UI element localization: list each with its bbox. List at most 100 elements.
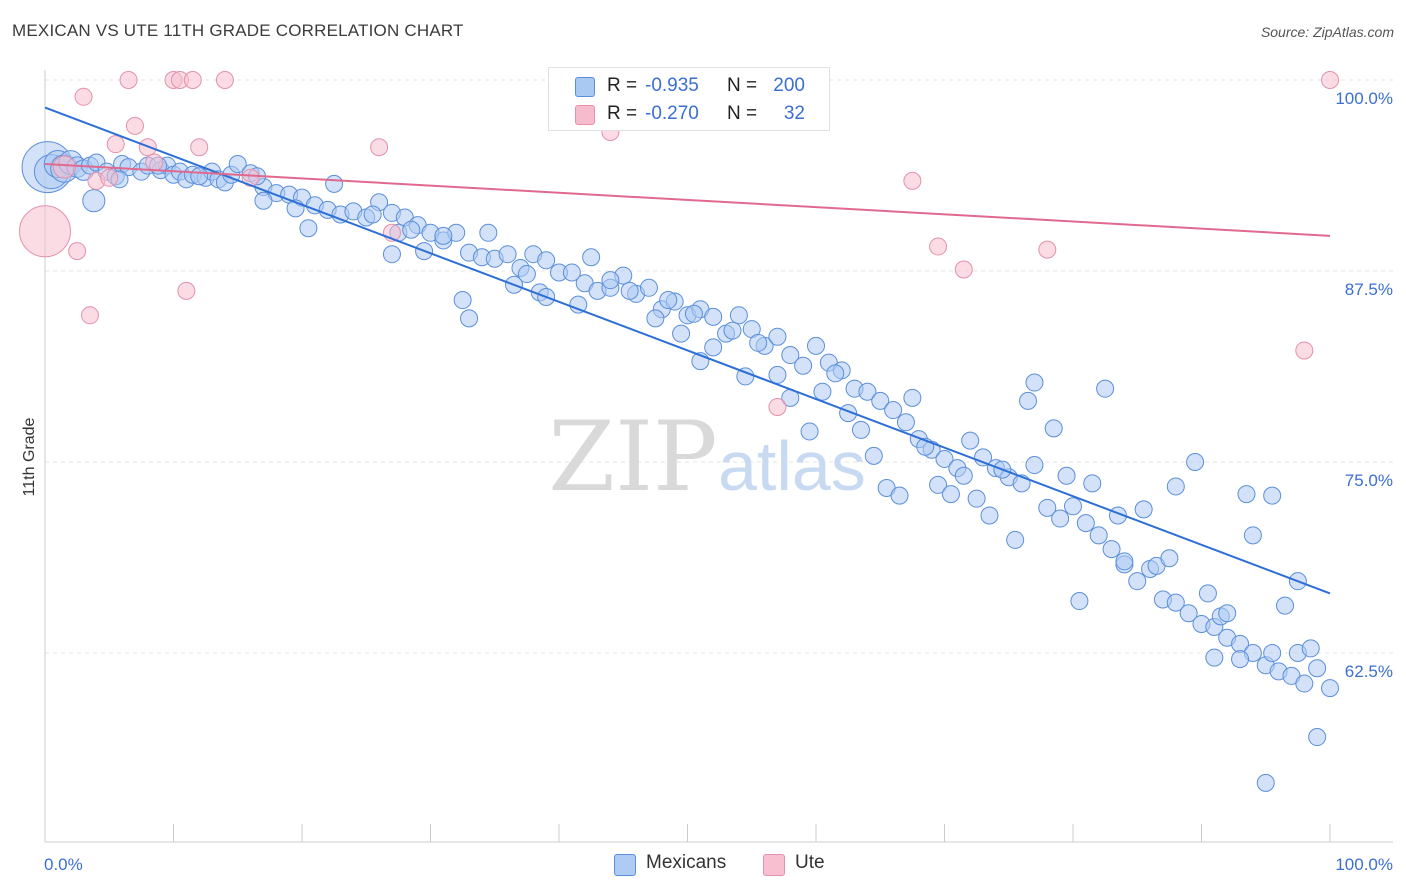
point-mexicans	[537, 251, 556, 270]
point-mexicans	[1237, 485, 1256, 504]
point-mexicans	[884, 401, 903, 420]
point-mexicans	[1076, 514, 1095, 533]
point-mexicans	[1025, 456, 1044, 475]
point-mexicans	[684, 304, 703, 323]
point-mexicans	[1057, 466, 1076, 485]
point-mexicans	[601, 271, 620, 290]
point-mexicans	[768, 327, 787, 346]
point-mexicans	[871, 391, 890, 410]
point-ute	[929, 237, 948, 256]
point-mexicans	[190, 167, 209, 186]
point-mexicans	[961, 431, 980, 450]
point-mexicans	[1263, 486, 1282, 505]
legend-swatch-mexicans	[575, 77, 595, 97]
point-mexicans	[1276, 596, 1295, 615]
y-tick-labels: 100.0% 87.5% 75.0% 62.5%	[1335, 89, 1393, 681]
watermark-zip: ZIP	[548, 401, 717, 513]
point-mexicans	[723, 321, 742, 340]
point-mexicans	[1115, 552, 1134, 571]
point-mexicans	[479, 223, 498, 242]
point-ute	[100, 168, 119, 187]
point-ute	[74, 87, 93, 106]
point-mexicans	[1218, 604, 1237, 623]
point-mexicans	[1025, 373, 1044, 392]
point-mexicans	[1006, 530, 1025, 549]
point-mexicans	[929, 475, 948, 494]
point-mexicans	[562, 263, 581, 282]
legend-swatch-mexicans	[614, 854, 636, 876]
point-ute	[903, 171, 922, 190]
point-ute	[125, 116, 144, 135]
point-mexicans	[646, 309, 665, 328]
n-value: 200	[773, 75, 805, 96]
point-mexicans	[672, 324, 691, 343]
point-mexicans	[299, 219, 318, 238]
point-ute	[19, 205, 71, 258]
point-mexicans	[1186, 453, 1205, 471]
point-mexicans	[896, 413, 915, 432]
legend-label-ute: Ute	[795, 852, 825, 873]
point-mexicans	[858, 382, 877, 401]
point-mexicans	[620, 281, 639, 300]
legend-swatch-ute	[763, 854, 785, 876]
point-mexicans	[1166, 477, 1185, 496]
point-mexicans	[1198, 584, 1217, 603]
point-mexicans	[704, 307, 723, 326]
point-ute	[177, 281, 196, 300]
point-mexicans	[749, 333, 768, 352]
axes	[44, 70, 1393, 843]
point-mexicans	[864, 446, 883, 465]
y-axis-title: 11th Grade	[21, 417, 38, 496]
point-mexicans	[1295, 674, 1314, 693]
point-ute	[80, 306, 99, 325]
point-mexicans	[1044, 419, 1063, 438]
r-label: R =	[607, 103, 638, 124]
point-mexicans	[1166, 593, 1185, 612]
stats-legend: R = -0.935 N = 200 R = -0.270 N = 32	[548, 67, 830, 131]
point-ute	[52, 155, 76, 179]
point-mexicans	[498, 245, 517, 264]
point-mexicans	[980, 506, 999, 525]
watermark-atlas: atlas	[718, 427, 866, 505]
point-ute	[215, 71, 234, 89]
chart-title: MEXICAN VS UTE 11TH GRADE CORRELATION CH…	[12, 21, 464, 40]
stats-legend-row-mexicans: R = -0.935 N = 200	[549, 72, 829, 100]
point-mexicans	[1308, 659, 1327, 678]
point-mexicans	[1051, 509, 1070, 528]
chart-source: Source: ZipAtlas.com	[1260, 24, 1394, 40]
point-mexicans	[382, 245, 401, 264]
point-ute	[68, 242, 87, 261]
point-mexicans	[228, 155, 247, 174]
point-mexicans	[659, 291, 678, 310]
y-tick-label: 87.5%	[1345, 280, 1393, 299]
point-mexicans	[434, 226, 453, 245]
point-mexicans	[890, 486, 909, 505]
point-mexicans	[1134, 500, 1153, 519]
point-mexicans	[941, 485, 960, 504]
point-mexicans	[82, 189, 106, 213]
point-mexicans	[1096, 379, 1115, 398]
point-mexicans	[1070, 592, 1089, 611]
y-tick-label: 100.0%	[1335, 89, 1393, 108]
point-mexicans	[851, 420, 870, 439]
point-mexicans	[639, 278, 658, 297]
point-mexicans	[453, 291, 472, 310]
trend-line-ute	[44, 163, 1331, 237]
trend-lines	[44, 106, 1331, 595]
point-mexicans	[1263, 644, 1282, 662]
point-mexicans	[1089, 526, 1108, 545]
point-mexicans	[935, 449, 954, 468]
point-ute	[145, 153, 164, 172]
point-mexicans	[903, 388, 922, 407]
point-mexicans	[582, 248, 601, 267]
point-mexicans	[704, 338, 723, 357]
point-ute	[768, 397, 787, 416]
point-mexicans	[813, 382, 832, 401]
point-mexicans	[1038, 498, 1057, 517]
point-ute	[190, 138, 209, 157]
point-mexicans	[794, 356, 813, 375]
point-mexicans	[1102, 540, 1121, 559]
point-mexicans	[954, 466, 973, 485]
x-tick-label-max: 100.0%	[1335, 855, 1393, 874]
